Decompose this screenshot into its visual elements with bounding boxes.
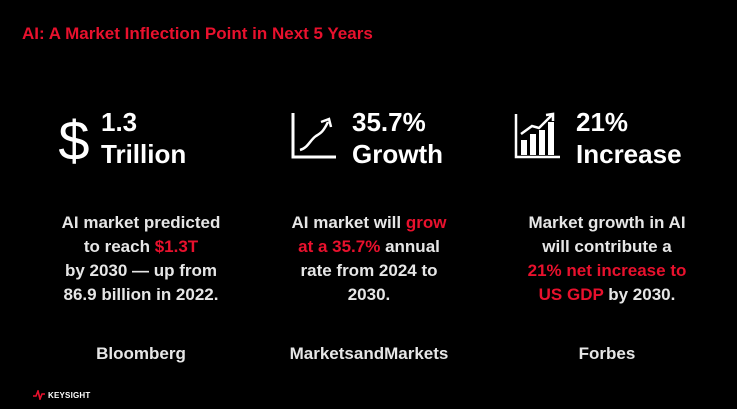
stat-value-line1: 35.7% (352, 107, 426, 137)
logo-wordmark: KEYSIGHT (48, 390, 91, 400)
description-line: 86.9 billion in 2022. (63, 285, 219, 304)
description-highlight: grow (405, 213, 447, 232)
source-label-marketsandmarkets: MarketsandMarkets (289, 344, 449, 363)
description-line: AI market predicted (61, 213, 221, 232)
stat-description-market-size: AI market predicted to reach $1.3T by 20… (26, 211, 256, 307)
stat-description-growth: AI market will grow at a 35.7% annual ra… (254, 211, 484, 307)
description-highlight: 21% net increase to (527, 261, 687, 280)
description-text: AI market will (291, 213, 406, 232)
description-line: 2030. (347, 285, 391, 304)
svg-text:$: $ (58, 110, 89, 168)
stat-value: 21% Increase (576, 106, 682, 170)
stat-description-gdp-increase: Market growth in AI will contribute a 21… (492, 211, 722, 307)
description-line: Market growth in AI (528, 213, 686, 232)
description-line: rate from 2024 to (300, 261, 438, 280)
description-line: US GDP by 2030. (492, 283, 722, 307)
description-highlight: $1.3T (154, 237, 199, 256)
description-highlight: at a 35.7% (298, 237, 381, 256)
stat-value: 35.7% Growth (352, 106, 443, 170)
bar-chart-arrow-icon (514, 112, 560, 159)
description-line: to reach $1.3T (26, 235, 256, 259)
description-text: annual (380, 237, 440, 256)
stat-value-line2: Trillion (101, 139, 187, 169)
stat-value-line2: Increase (576, 139, 682, 169)
line-growth-chart-icon (291, 113, 336, 159)
stat-block-market-size: $ 1.3 Trillion (57, 106, 207, 172)
keysight-logo: KEYSIGHT (33, 389, 91, 401)
description-highlight: US GDP (538, 285, 604, 304)
description-line: by 2030 — up from (64, 261, 218, 280)
stat-value-line1: 21% (576, 107, 629, 137)
stat-value: 1.3 Trillion (101, 106, 186, 170)
description-line: AI market will grow (254, 211, 484, 235)
slide-title: AI: A Market Inflection Point in Next 5 … (22, 24, 373, 43)
source-label-forbes: Forbes (578, 344, 636, 363)
stat-value-line2: Growth (352, 139, 443, 169)
source-label-bloomberg: Bloomberg (96, 344, 186, 363)
description-line: will contribute a (542, 237, 672, 256)
stat-value-line1: 1.3 (101, 107, 138, 137)
description-text: by 2030. (603, 285, 676, 304)
description-line: at a 35.7% annual (254, 235, 484, 259)
stat-block-growth: 35.7% Growth (290, 106, 460, 172)
dollar-sign-icon: $ (58, 110, 89, 168)
description-text: to reach (83, 237, 155, 256)
keysight-wave-icon (33, 390, 45, 400)
stat-block-gdp-increase: 21% Increase (514, 106, 704, 172)
